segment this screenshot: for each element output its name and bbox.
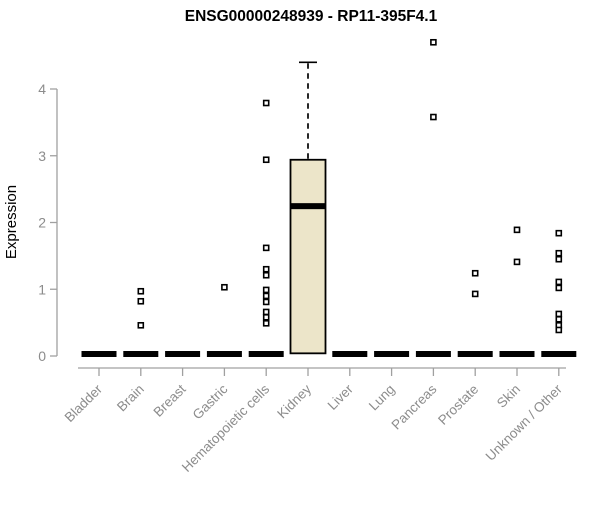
outlier-point	[262, 308, 270, 316]
y-tick-label: 0	[38, 348, 46, 364]
flat-box-prostate	[457, 351, 493, 357]
y-tick-label: 1	[38, 281, 46, 297]
outlier-point	[221, 283, 228, 291]
outlier-point	[471, 290, 479, 298]
x-tick-label: Skin	[494, 382, 523, 411]
flat-box-bladder	[81, 351, 117, 357]
x-tick-label: Kidney	[274, 381, 314, 421]
outlier-point	[555, 249, 563, 257]
flat-box-liver	[332, 351, 368, 357]
outlier-point	[137, 287, 145, 295]
outlier-point	[262, 156, 270, 164]
outlier-point	[555, 229, 563, 237]
x-tick-label: Gastric	[190, 381, 231, 422]
x-tick-label: Lung	[366, 382, 398, 414]
outlier-point	[555, 326, 563, 334]
x-tick-label: Brain	[114, 382, 147, 415]
outlier-point	[555, 278, 563, 286]
outlier-point	[137, 297, 145, 305]
outlier-point	[430, 38, 437, 46]
flat-box-lung	[374, 351, 410, 357]
y-axis-label: Expression	[3, 185, 20, 259]
outlier-point	[555, 255, 563, 263]
y-tick-label: 4	[38, 81, 46, 97]
y-tick-label: 3	[38, 148, 46, 164]
outlier-point	[262, 286, 270, 294]
outlier-point	[262, 298, 270, 306]
outlier-point	[262, 292, 270, 300]
flat-box-hematopoietic-cells	[248, 351, 284, 357]
x-tick-label: Bladder	[62, 381, 106, 425]
outlier-point	[262, 265, 270, 273]
y-tick-label: 2	[38, 215, 46, 231]
outlier-point	[555, 310, 563, 318]
flat-box-skin	[499, 351, 535, 357]
outlier-point	[513, 226, 521, 234]
outlier-point	[555, 284, 563, 292]
median-line	[290, 203, 326, 210]
flat-box-unknown-other	[541, 351, 577, 357]
outlier-point	[430, 113, 437, 121]
flat-box-pancreas	[415, 351, 451, 357]
x-tick-label: Pancreas	[389, 381, 440, 432]
outlier-point	[262, 313, 270, 321]
outlier-point	[262, 244, 270, 252]
x-tick-label: Prostate	[435, 382, 481, 428]
outlier-point	[262, 271, 270, 279]
outlier-point	[262, 319, 270, 327]
outlier-point	[471, 269, 479, 277]
outlier-point	[137, 321, 145, 329]
flat-box-brain	[123, 351, 159, 357]
outlier-point	[513, 258, 521, 266]
outlier-point	[555, 315, 563, 323]
flat-box-breast	[165, 351, 201, 357]
x-tick-label: Unknown / Other	[483, 381, 566, 464]
flat-box-gastric	[206, 351, 242, 357]
chart-title: ENSG00000248939 - RP11-395F4.1	[185, 8, 438, 25]
x-tick-label: Liver	[325, 381, 357, 413]
x-tick-label: Breast	[151, 381, 189, 419]
outlier-point	[262, 99, 270, 107]
box-kidney	[289, 158, 327, 355]
